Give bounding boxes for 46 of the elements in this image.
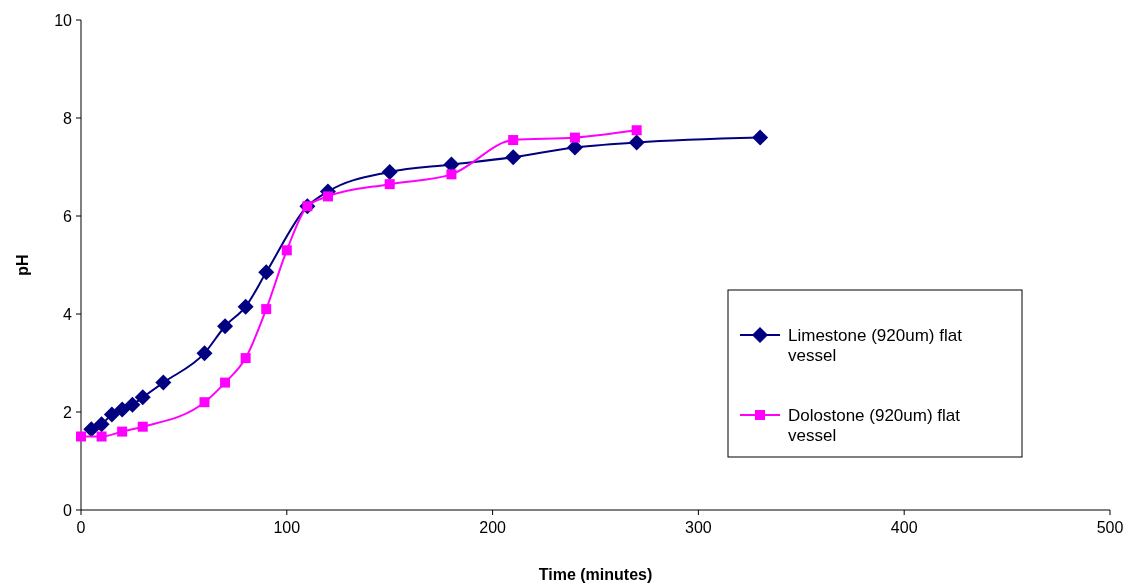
point <box>322 191 333 202</box>
point <box>261 304 272 315</box>
point <box>281 245 292 256</box>
point <box>117 426 128 437</box>
point <box>137 421 148 432</box>
point <box>83 421 100 438</box>
y-tick-label: 4 <box>63 305 73 323</box>
y-tick-label: 10 <box>54 11 73 29</box>
point <box>96 431 107 442</box>
x-tick-label: 0 <box>76 519 86 536</box>
point <box>155 374 172 391</box>
x-tick-label: 100 <box>273 519 301 536</box>
point <box>752 129 769 146</box>
point <box>508 135 519 146</box>
point <box>631 125 642 136</box>
point <box>196 345 213 362</box>
point <box>76 431 86 442</box>
point <box>134 389 151 406</box>
point <box>384 179 395 190</box>
point <box>569 132 580 143</box>
point <box>258 264 275 281</box>
point <box>381 163 398 180</box>
y-tick-label: 6 <box>63 207 73 225</box>
x-tick-label: 500 <box>1096 519 1124 536</box>
y-axis-title: pH <box>14 254 31 276</box>
x-tick-label: 200 <box>479 519 507 536</box>
point <box>93 416 110 433</box>
point <box>446 169 457 180</box>
point <box>199 397 210 408</box>
point <box>220 377 231 388</box>
point <box>628 134 645 151</box>
point <box>124 396 141 413</box>
legend-label: Dolostone (920um) flat vessel <box>788 405 961 446</box>
x-axis-title: Time (minutes) <box>538 566 653 583</box>
x-tick-label: 400 <box>890 519 918 536</box>
point <box>240 353 251 364</box>
point <box>217 318 234 335</box>
x-tick-label: 300 <box>685 519 712 536</box>
point <box>103 406 120 423</box>
y-tick-label: 2 <box>63 403 73 421</box>
y-tick-label: 0 <box>63 501 73 519</box>
point <box>237 298 254 315</box>
point <box>505 149 522 166</box>
legend-label: Limestone (920um) flat vessel <box>788 325 963 366</box>
point <box>114 401 131 418</box>
y-tick-label: 8 <box>63 109 73 127</box>
